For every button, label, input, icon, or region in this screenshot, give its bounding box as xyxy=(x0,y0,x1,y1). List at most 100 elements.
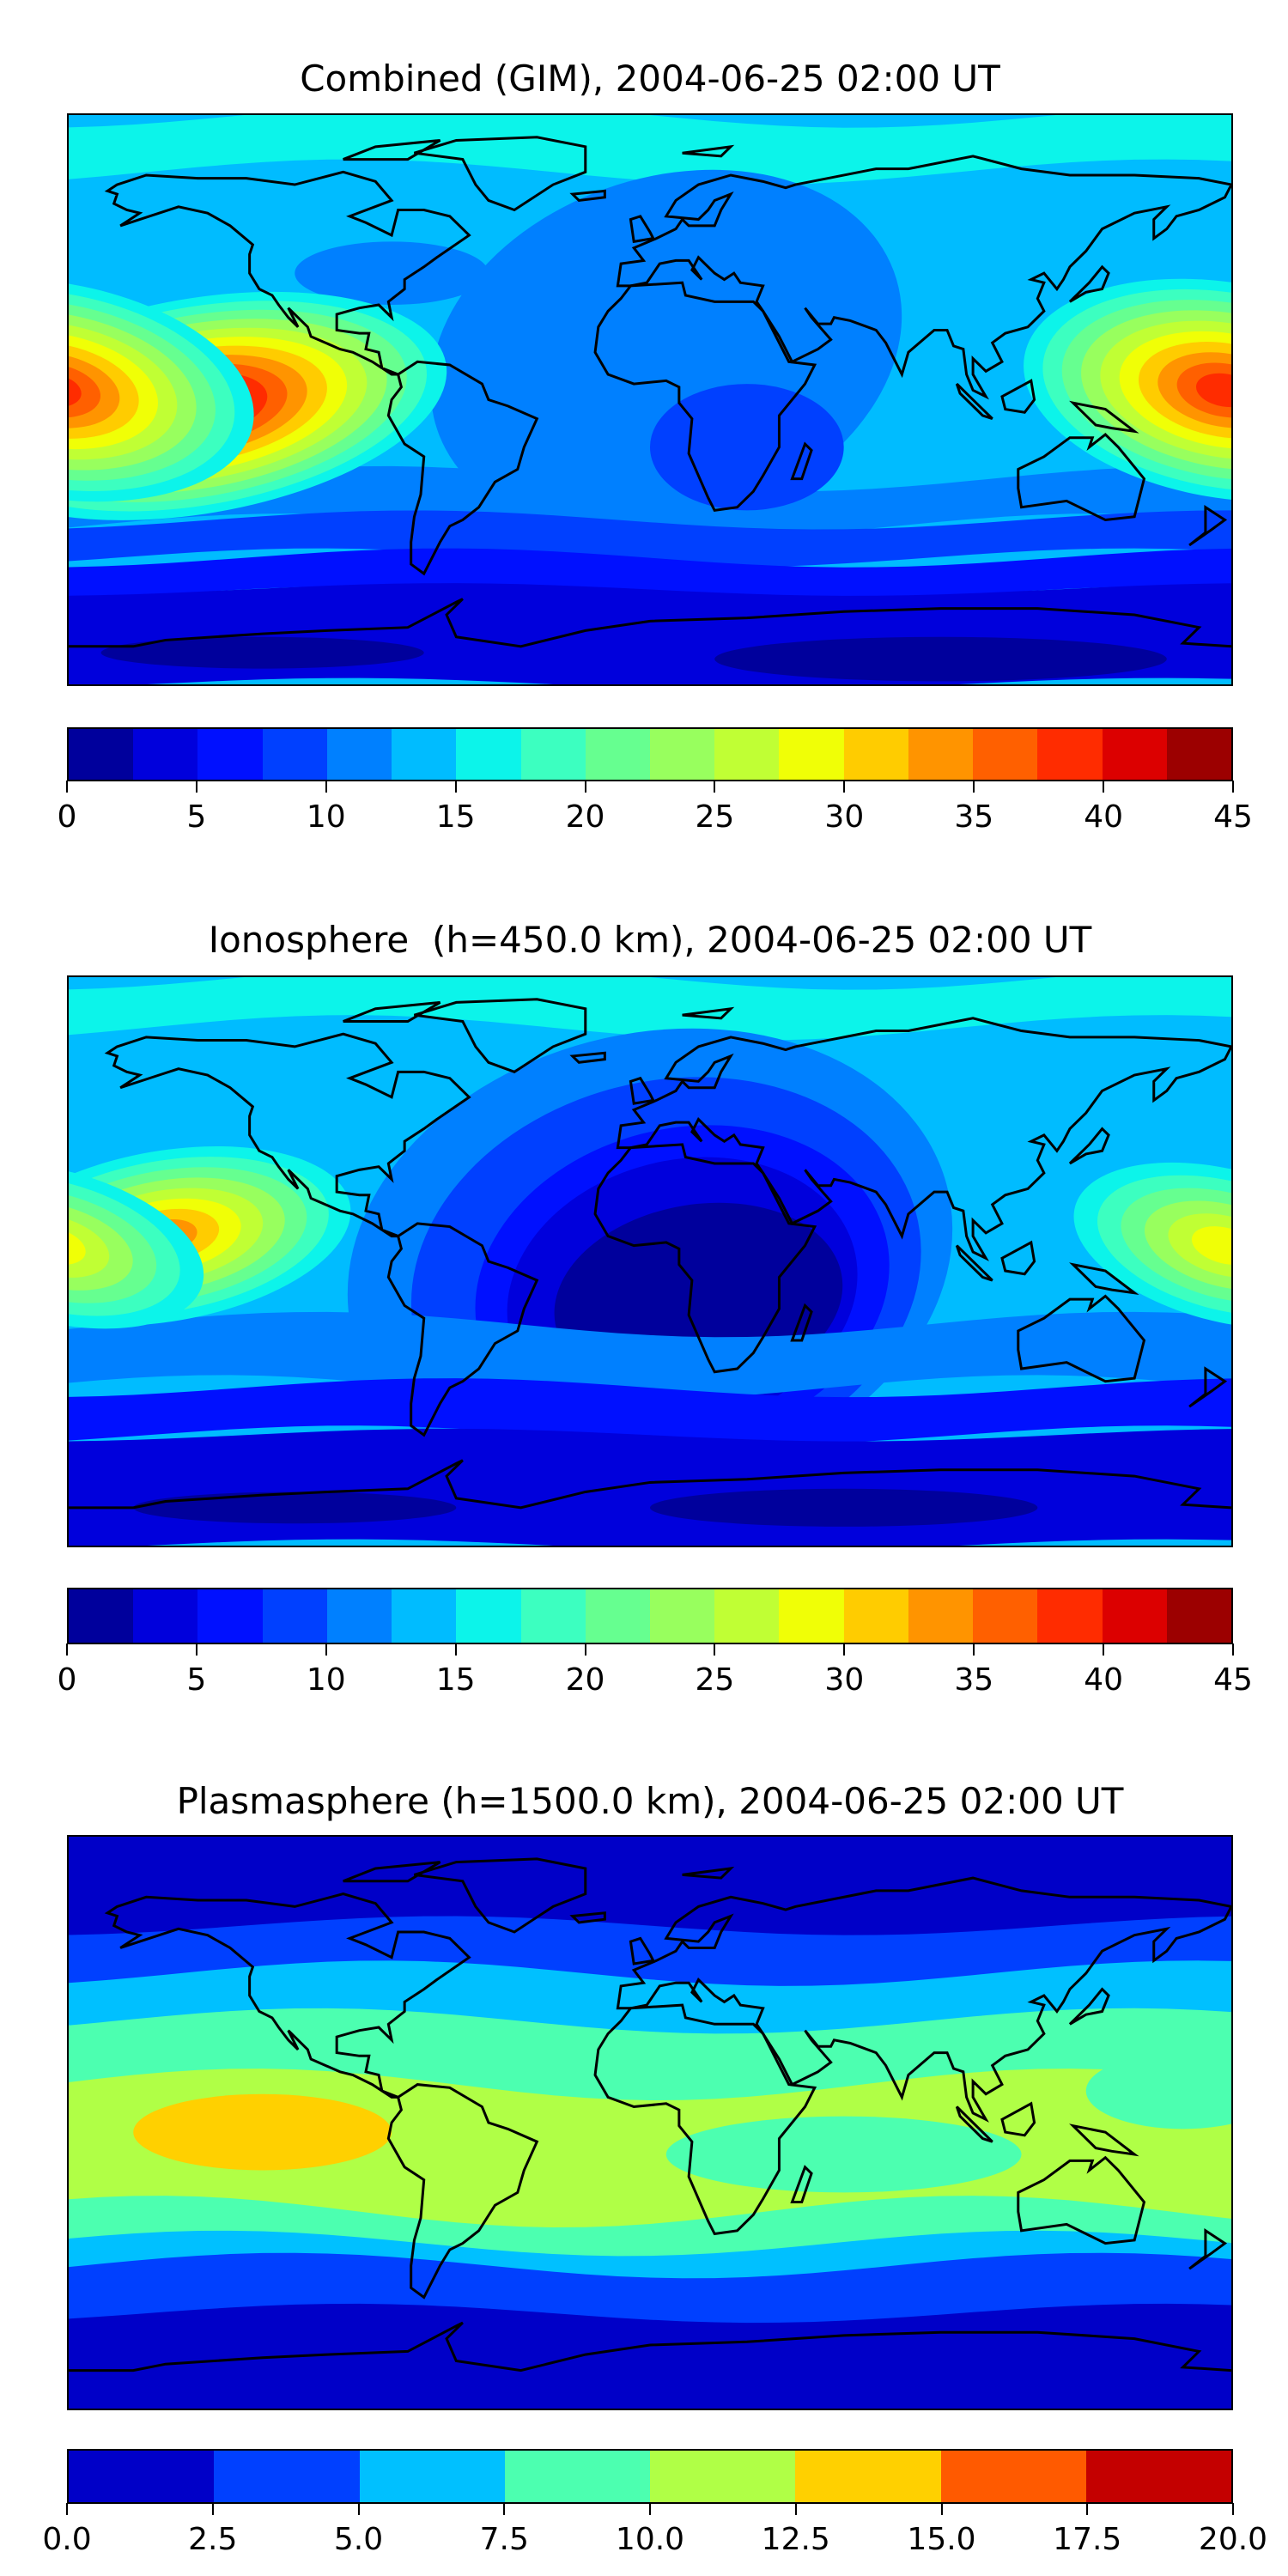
colorbar-tick-label: 20 xyxy=(565,799,605,835)
contour-region xyxy=(665,2116,1022,2193)
colorbar-segment xyxy=(908,729,974,780)
colorbar-ionosphere xyxy=(67,1588,1233,1644)
coastline xyxy=(630,216,653,241)
contour-region xyxy=(714,636,1167,682)
colorbar-tick xyxy=(357,2503,360,2515)
colorbar-segment xyxy=(585,729,650,780)
coastline xyxy=(1070,1990,1109,2025)
colorbar-tick-label: 40 xyxy=(1084,799,1124,835)
contour-band xyxy=(69,1378,1231,1445)
colorbar-tick-label: 2.5 xyxy=(188,2522,238,2557)
colorbar-tick-label: 45 xyxy=(1213,799,1253,835)
coastline xyxy=(1073,403,1134,431)
coastline xyxy=(388,2085,537,2298)
colorbar-tick-label: 25 xyxy=(695,799,735,835)
coastline xyxy=(107,1894,469,2098)
coastline xyxy=(107,172,469,374)
coastline xyxy=(630,1938,653,1964)
colorbar-segment xyxy=(714,1589,780,1643)
coastline-antarctica xyxy=(69,599,1231,647)
contour-region xyxy=(133,1492,457,1524)
colorbar-tick xyxy=(649,2503,651,2515)
coastline xyxy=(1073,2126,1134,2154)
map-ionosphere xyxy=(67,975,1233,1547)
colorbar-tick xyxy=(714,1643,716,1656)
colorbar-segment xyxy=(649,1589,715,1643)
colorbar-segment xyxy=(1037,729,1103,780)
colorbar-segment xyxy=(520,1589,586,1643)
coastline xyxy=(414,1859,585,1932)
colorbar-tick-label: 35 xyxy=(954,799,994,835)
contour-region xyxy=(133,2093,392,2171)
colorbar-tick-label: 12.5 xyxy=(761,2522,830,2557)
colorbar-tick xyxy=(1086,2503,1089,2515)
colorbar-segment xyxy=(779,1589,844,1643)
coastline xyxy=(388,1224,537,1435)
colorbar-segment xyxy=(650,2451,796,2502)
map-combined xyxy=(67,113,1233,686)
colorbar-segment xyxy=(1166,1589,1231,1643)
coastline xyxy=(1189,1369,1224,1406)
coastline xyxy=(414,137,585,210)
colorbar-tick-label: 0.0 xyxy=(42,2522,92,2557)
contour-region xyxy=(69,1213,110,1278)
colorbar-ticks-plasmasphere: 0.0 2.5 5.0 7.5 10.0 12.5 15.0 17.5 20.0 xyxy=(42,2503,1267,2572)
colorbar-tick xyxy=(843,781,846,793)
coastline xyxy=(414,999,585,1072)
coastline xyxy=(343,140,440,159)
coastline xyxy=(792,1305,811,1340)
colorbar-segment xyxy=(456,1589,521,1643)
contour-region xyxy=(69,1226,86,1266)
colorbar-tick-label: 20.0 xyxy=(1198,2522,1268,2557)
colorbar-tick-label: 10.0 xyxy=(615,2522,685,2557)
colorbar-tick-label: 45 xyxy=(1213,1662,1253,1698)
colorbar-tick xyxy=(1103,781,1105,793)
colorbar-segment xyxy=(714,729,780,780)
contour-band xyxy=(69,115,1231,185)
coastline xyxy=(573,191,605,200)
colorbar-segment xyxy=(649,729,715,780)
coastline xyxy=(957,2107,992,2142)
colorbar-segment xyxy=(843,1589,908,1643)
colorbar-tick-label: 15 xyxy=(435,799,476,835)
colorbar-tick-label: 35 xyxy=(954,1662,994,1698)
contour-region xyxy=(100,636,424,669)
coastline xyxy=(388,361,537,574)
colorbar-segment xyxy=(262,729,327,780)
contour-band xyxy=(69,510,1231,568)
colorbar-tick xyxy=(195,781,197,793)
colorbar-tick xyxy=(1232,2503,1234,2515)
colorbar-segment xyxy=(940,2451,1086,2502)
contour-region xyxy=(1085,2052,1231,2129)
colorbar-segment xyxy=(973,729,1038,780)
colorbar-segment xyxy=(214,2451,360,2502)
colorbar-segment xyxy=(1102,729,1167,780)
colorbar-tick-label: 30 xyxy=(824,1662,865,1698)
colorbar-segment xyxy=(359,2451,505,2502)
colorbar-tick xyxy=(503,2503,506,2515)
colorbar-tick-label: 30 xyxy=(824,799,865,835)
colorbar-tick xyxy=(211,2503,214,2515)
coastline xyxy=(1070,1129,1109,1163)
colorbar-tick xyxy=(940,2503,943,2515)
colorbar-tick-label: 15 xyxy=(435,1662,476,1698)
coastline xyxy=(1073,1265,1134,1293)
colorbar-segment xyxy=(795,2451,941,2502)
colorbar-segment xyxy=(908,1589,974,1643)
colorbar-tick xyxy=(454,781,457,793)
colorbar-tick xyxy=(66,781,68,793)
colorbar-segment xyxy=(520,729,586,780)
contour-band xyxy=(69,1428,1231,1546)
map-plasmasphere xyxy=(67,1835,1233,2410)
colorbar-segment xyxy=(133,729,198,780)
coastline xyxy=(1018,1296,1145,1381)
coastline xyxy=(343,1002,440,1021)
contour-band xyxy=(69,548,1231,605)
colorbar-segment xyxy=(69,2451,215,2502)
title-plasmasphere: Plasmasphere (h=1500.0 km), 2004-06-25 0… xyxy=(176,1780,1124,1822)
coastline xyxy=(1002,380,1035,412)
contour-region xyxy=(69,362,101,418)
coastline xyxy=(957,384,992,419)
colorbar-tick-label: 0 xyxy=(57,1662,77,1698)
contour-region xyxy=(1191,1226,1231,1266)
